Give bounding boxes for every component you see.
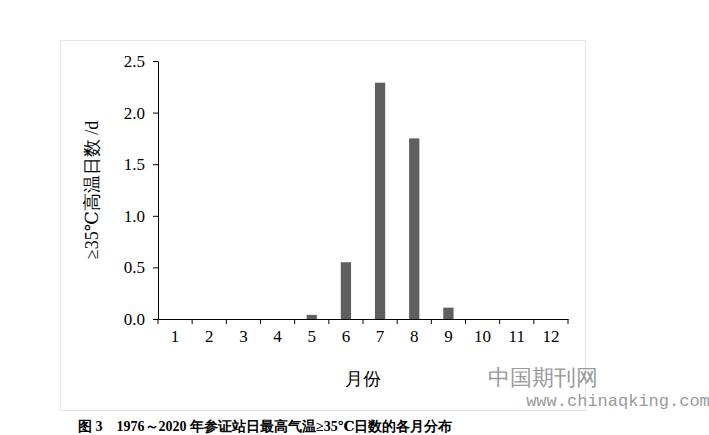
x-tick: 6	[342, 319, 351, 346]
y-axis: 0.0 0.5 1.0 1.5 2.0 2.5	[124, 52, 159, 329]
x-tick: 12	[542, 319, 559, 346]
category-divider	[158, 319, 159, 324]
category-divider	[363, 319, 364, 324]
watermark: www.chinaqking.com	[526, 392, 709, 411]
x-tick-label: 8	[410, 327, 419, 346]
x-axis-title: 月份	[345, 369, 381, 389]
category-divider	[397, 319, 398, 324]
bar	[272, 319, 282, 320]
bar	[512, 319, 522, 320]
category-divider	[260, 319, 261, 324]
bar	[341, 262, 351, 319]
watermark: 中国期刊网	[488, 365, 598, 390]
category-divider	[431, 319, 432, 324]
x-tick: 3	[239, 319, 248, 346]
x-tick-label: 11	[509, 327, 525, 346]
y-tick-label: 0.0	[124, 310, 145, 329]
x-tick: 7	[376, 319, 385, 346]
x-tick-label: 5	[308, 327, 317, 346]
y-tick: 0.0	[124, 310, 158, 329]
x-tick: 9	[444, 319, 453, 346]
bar	[546, 319, 556, 320]
y-axis-line	[158, 62, 159, 320]
x-tick-label: 10	[474, 327, 491, 346]
y-tick-label: 0.5	[124, 258, 145, 277]
x-tick: 11	[509, 319, 525, 346]
bar	[238, 319, 248, 320]
bar	[204, 319, 214, 320]
x-tick: 10	[474, 319, 491, 346]
category-divider	[568, 319, 569, 324]
x-tick-label: 4	[273, 327, 282, 346]
bars	[307, 83, 454, 319]
category-divider	[465, 319, 466, 324]
y-tick-mark	[153, 113, 158, 114]
category-divider	[328, 319, 329, 324]
x-tick-label: 1	[171, 327, 180, 346]
y-tick-mark	[153, 319, 158, 320]
y-tick-mark	[153, 267, 158, 268]
x-tick: 5	[308, 319, 317, 346]
x-tick-label: 3	[239, 327, 248, 346]
x-tick-label: 9	[444, 327, 453, 346]
chart-title: 图 3 1976～2020 年参证站日最高气温≥35℃日数的各月分布	[78, 418, 452, 434]
y-tick-mark	[153, 164, 158, 165]
y-tick: 1.5	[124, 155, 158, 174]
y-tick: 1.0	[124, 207, 158, 226]
category-divider	[192, 319, 193, 324]
x-tick: 8	[410, 319, 419, 346]
y-tick: 2.0	[124, 104, 158, 123]
y-tick-mark	[153, 61, 158, 62]
bar	[409, 138, 419, 319]
y-tick-label: 1.0	[124, 207, 145, 226]
category-divider	[499, 319, 500, 324]
y-tick-label: 1.5	[124, 155, 145, 174]
x-tick: 4	[273, 319, 282, 346]
chart-frame	[61, 41, 586, 411]
x-tick: 1	[171, 319, 180, 346]
category-divider	[226, 319, 227, 324]
y-tick-mark	[153, 216, 158, 217]
x-tick: 2	[205, 319, 214, 346]
y-tick: 0.5	[124, 258, 158, 277]
bar	[375, 83, 385, 319]
bar	[477, 319, 487, 320]
y-tick-label: 2.0	[124, 104, 145, 123]
x-tick-label: 7	[376, 327, 385, 346]
category-divider	[294, 319, 295, 324]
bar	[170, 319, 180, 320]
y-axis-title: ≥35℃高温日数 /d	[82, 121, 102, 260]
y-tick-label: 2.5	[124, 52, 145, 71]
x-axis: 123456789101112	[159, 319, 569, 346]
y-tick: 2.5	[124, 52, 158, 71]
bar	[307, 315, 317, 319]
category-divider	[533, 319, 534, 324]
x-tick-label: 2	[205, 327, 214, 346]
x-tick-label: 12	[542, 327, 559, 346]
x-tick-label: 6	[342, 327, 351, 346]
chart: 0.00.51.01.52.02.5123456789101112≥35℃高温日…	[0, 0, 709, 435]
bar	[443, 308, 453, 319]
